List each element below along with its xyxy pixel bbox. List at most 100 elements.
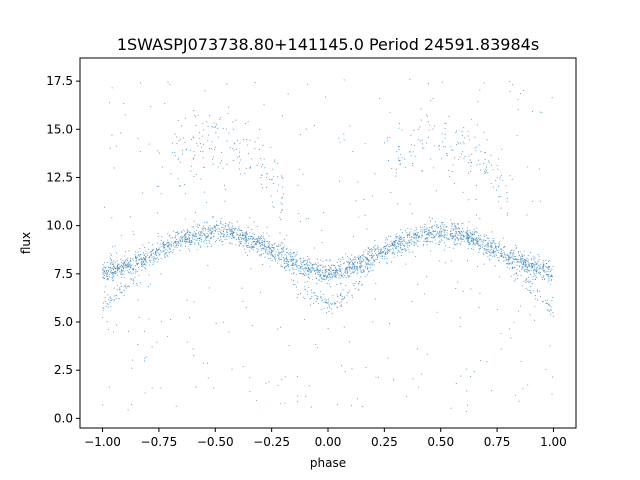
data-point	[298, 270, 300, 272]
data-point	[314, 269, 316, 271]
data-point	[363, 269, 365, 271]
data-point	[350, 273, 352, 275]
data-point	[193, 175, 195, 177]
data-point	[297, 293, 299, 296]
data-point	[455, 232, 457, 234]
data-point	[493, 254, 495, 256]
data-point	[528, 259, 530, 261]
data-point	[315, 343, 317, 345]
data-point	[179, 249, 181, 251]
data-point	[432, 237, 434, 239]
data-point	[179, 185, 181, 187]
data-point	[436, 224, 438, 226]
data-point	[392, 244, 395, 246]
data-point	[301, 268, 303, 270]
data-point	[523, 264, 525, 266]
data-point	[233, 142, 235, 144]
data-point	[395, 168, 397, 171]
data-point	[335, 276, 337, 279]
data-point	[329, 278, 331, 280]
data-point	[182, 149, 184, 151]
data-point	[125, 250, 127, 252]
data-point	[463, 126, 465, 129]
data-point	[333, 265, 336, 267]
data-point	[170, 237, 172, 239]
data-point	[264, 240, 266, 242]
data-point	[246, 139, 248, 141]
data-point	[313, 247, 316, 249]
data-point	[426, 239, 428, 241]
data-point	[532, 266, 534, 268]
data-point	[249, 232, 251, 234]
data-point	[465, 410, 467, 412]
data-point	[260, 255, 262, 257]
data-point	[112, 280, 114, 282]
data-point	[526, 268, 528, 270]
data-point	[450, 219, 452, 221]
data-point	[482, 239, 484, 241]
data-point	[297, 184, 299, 186]
data-point	[249, 217, 251, 219]
data-point	[195, 125, 197, 127]
data-point	[371, 263, 373, 265]
data-point	[252, 241, 254, 243]
data-point	[356, 262, 358, 264]
data-point	[485, 171, 487, 174]
data-point	[383, 142, 386, 144]
data-point	[112, 274, 114, 276]
data-point	[296, 281, 298, 283]
data-point	[140, 258, 142, 260]
data-point	[353, 267, 356, 269]
data-point	[495, 250, 497, 252]
data-point	[220, 232, 222, 234]
data-point	[319, 274, 321, 276]
data-point	[400, 244, 402, 246]
data-point	[328, 311, 330, 313]
data-point	[389, 251, 391, 253]
data-point	[333, 302, 336, 304]
data-point	[423, 229, 425, 231]
data-point	[400, 241, 402, 243]
data-point	[280, 259, 282, 261]
data-point	[111, 272, 113, 274]
data-point	[399, 237, 401, 239]
data-point	[333, 270, 335, 272]
data-point	[215, 241, 217, 243]
x-tick-label: 1.00	[540, 435, 567, 449]
data-point	[251, 246, 254, 248]
data-point	[192, 157, 194, 159]
data-point	[401, 157, 403, 159]
data-point	[281, 209, 284, 211]
data-point	[393, 252, 395, 254]
data-point	[228, 228, 230, 230]
data-point	[527, 271, 529, 273]
data-point	[174, 236, 176, 238]
data-point	[320, 273, 322, 275]
data-point	[327, 268, 329, 270]
data-point	[352, 235, 354, 238]
data-point	[524, 261, 526, 264]
data-point	[545, 263, 548, 265]
data-point	[435, 235, 437, 237]
data-point	[548, 303, 550, 305]
data-point	[286, 251, 288, 253]
data-point	[270, 146, 272, 148]
data-point	[330, 264, 332, 266]
data-point	[404, 166, 406, 168]
data-point	[245, 237, 247, 239]
data-point	[328, 265, 330, 267]
data-point	[163, 244, 165, 246]
data-point	[285, 255, 287, 257]
x-tick-label: −1.00	[84, 435, 121, 449]
data-point	[201, 232, 203, 234]
data-point	[241, 287, 243, 289]
data-point	[176, 244, 178, 246]
data-point	[239, 159, 242, 161]
data-point	[342, 299, 344, 301]
data-point	[204, 235, 206, 237]
data-point	[321, 297, 323, 299]
data-point	[222, 127, 224, 130]
data-point	[336, 307, 338, 309]
data-point	[235, 227, 237, 229]
data-point	[226, 238, 228, 240]
